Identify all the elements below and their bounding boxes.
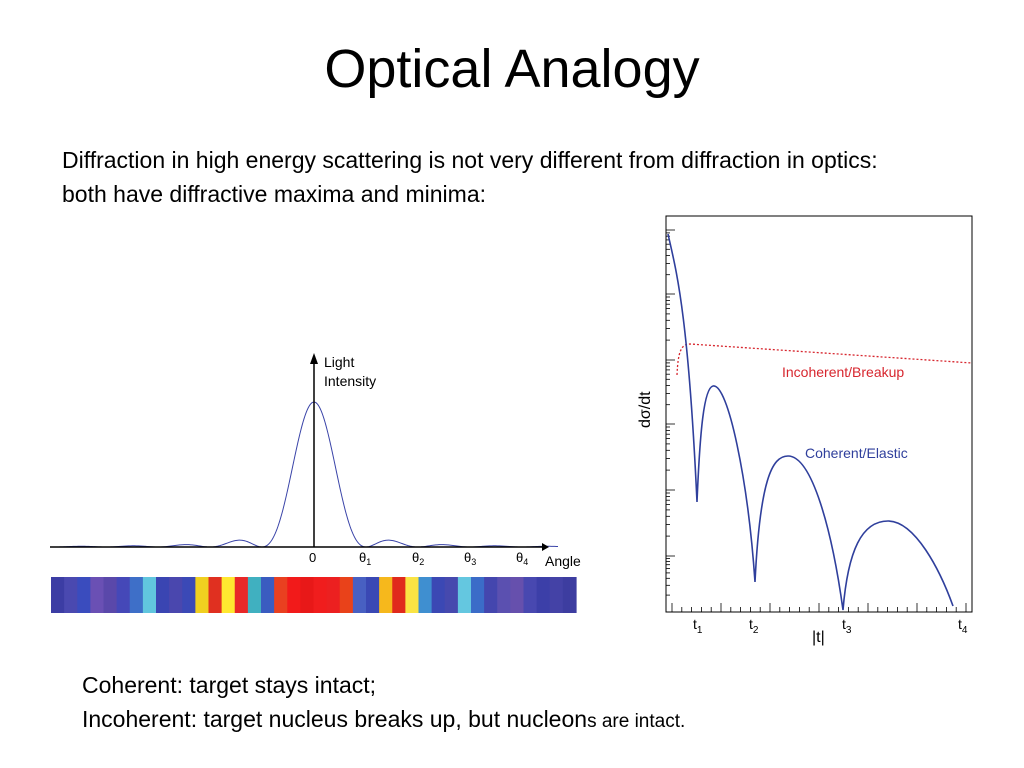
t-tick-4: t4: [958, 616, 968, 636]
color-band-segment: [497, 577, 511, 613]
bottom-text: Coherent: target stays intact; Incoheren…: [82, 668, 685, 739]
color-band-segment: [90, 577, 105, 613]
t-tick-2: t2: [749, 616, 759, 636]
color-band-segment: [510, 577, 525, 613]
color-band-segment: [457, 577, 472, 613]
color-band-segment: [142, 577, 157, 613]
intro-line-1: Diffraction in high energy scattering is…: [62, 147, 878, 173]
x-axis-label: |t|: [812, 629, 825, 646]
color-band-segment: [366, 577, 380, 613]
color-band-segment: [523, 577, 538, 613]
color-band-segment: [116, 577, 131, 613]
intro-line-2: both have diffractive maxima and minima:: [62, 181, 486, 207]
t-tick-3: t3: [842, 616, 852, 636]
coherent-elastic-curve: [667, 233, 954, 611]
color-band-segment: [562, 577, 577, 613]
color-band-segment: [156, 577, 170, 613]
svg-text:θ4: θ4: [516, 550, 528, 567]
color-band-segment: [300, 577, 315, 613]
color-band-segment: [103, 577, 118, 613]
theta-tick-2: θ2: [412, 550, 424, 567]
intro-text: Diffraction in high energy scattering is…: [62, 143, 1022, 211]
color-band-segment: [287, 577, 301, 613]
color-band-segment: [221, 577, 236, 613]
color-band-segment: [536, 577, 551, 613]
color-band-segment: [64, 577, 78, 613]
color-band-segment: [339, 577, 354, 613]
svg-text:θ1: θ1: [359, 550, 371, 567]
color-band-segment: [471, 577, 485, 613]
color-band-segment: [326, 577, 341, 613]
color-band-segment: [261, 577, 275, 613]
color-band-segment: [247, 577, 262, 613]
plot-frame: [665, 215, 973, 613]
coherent-label: Coherent/Elastic: [805, 445, 908, 461]
color-band-segment: [405, 577, 420, 613]
color-band-segment: [274, 577, 288, 613]
color-band-segment: [77, 577, 91, 613]
svg-text:θ3: θ3: [464, 550, 476, 567]
theta-tick-3: θ3: [464, 550, 476, 567]
y-axis-label: dσ/dt: [637, 391, 654, 428]
color-band-segment: [431, 577, 446, 613]
svg-text:θ2: θ2: [412, 550, 424, 567]
slide-title: Optical Analogy: [324, 39, 700, 99]
intensity-label-line2: Intensity: [324, 373, 376, 389]
intensity-label-line1: Light: [324, 354, 354, 370]
tick-zero: 0: [309, 550, 316, 565]
x-ticks: [671, 603, 967, 612]
y-ticks: [666, 229, 675, 596]
intensity-axis-arrow: [310, 353, 318, 364]
coherent-note: Coherent: target stays intact;: [82, 672, 377, 698]
color-band-segment: [182, 577, 196, 613]
color-band-segment: [234, 577, 249, 613]
color-band-segment: [51, 577, 65, 613]
theta-tick-1: θ1: [359, 550, 371, 567]
color-band-segment: [195, 577, 210, 613]
color-band-segment: [392, 577, 406, 613]
color-band-segment: [352, 577, 367, 613]
color-band-segment: [313, 577, 328, 613]
angle-label: Angle: [545, 553, 581, 569]
incoherent-note: Incoherent: target nucleus breaks up, bu…: [82, 706, 686, 732]
color-band-segment: [169, 577, 183, 613]
color-band-segment: [379, 577, 393, 613]
diffraction-color-band: [51, 577, 577, 613]
color-band-segment: [549, 577, 564, 613]
theta-tick-4: θ4: [516, 550, 528, 567]
incoherent-label: Incoherent/Breakup: [782, 364, 904, 380]
color-band-segment: [484, 577, 498, 613]
t-tick-1: t1: [693, 616, 703, 636]
angle-axis-arrow: [542, 543, 549, 551]
color-band-segment: [208, 577, 223, 613]
color-band-segment: [129, 577, 144, 613]
color-band-segment: [444, 577, 459, 613]
incoherent-breakup-curve: [676, 343, 973, 376]
color-band-segment: [418, 577, 433, 613]
